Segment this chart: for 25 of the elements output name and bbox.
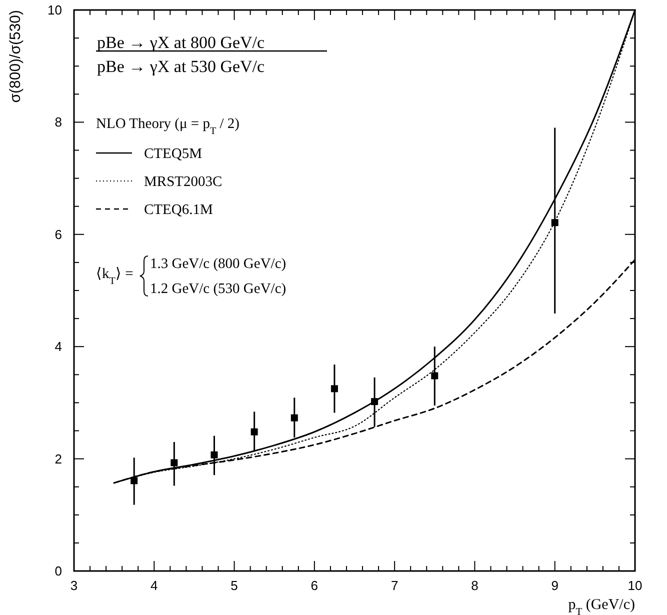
x-tick-label: 3: [70, 578, 78, 593]
y-tick-label: 6: [54, 226, 62, 242]
legend-label: CTEQ6.1M: [144, 202, 213, 218]
x-tick-label: 8: [471, 578, 478, 593]
x-tick-label: 4: [150, 578, 158, 593]
x-axis-title: p$_{T}$ (GeV/c): [568, 597, 635, 615]
annotation: pBe → γX at 530 GeV/c: [97, 57, 266, 76]
y-tick-label: 0: [54, 564, 62, 578]
annotation: 1.2 GeV/c (530 GeV/c): [150, 281, 286, 297]
x-tick-label: 6: [310, 578, 318, 593]
legend-label: CTEQ5M: [144, 146, 202, 162]
legend-title: NLO Theory (μ = p$_{T}$ / 2): [96, 116, 240, 136]
y-tick-label: 4: [54, 339, 62, 354]
y-tick-label: 2: [54, 451, 62, 466]
annotation: pBe → γX at 800 GeV/c: [97, 33, 266, 52]
x-tick-label: 10: [628, 578, 642, 593]
annotation: ⟨k$_{T}$⟩ =: [96, 266, 134, 286]
legend-label: MRST2003C: [144, 174, 222, 190]
y-axis-title: σ(800)/σ(530): [7, 10, 24, 103]
x-tick-label: 9: [551, 578, 558, 593]
annotation: 1.3 GeV/c (800 GeV/c): [150, 256, 286, 272]
y-tick-label: 10: [48, 2, 62, 18]
y-tick-label: 8: [54, 114, 62, 130]
x-tick-label: 7: [390, 578, 398, 593]
x-tick-label: 5: [230, 578, 238, 593]
